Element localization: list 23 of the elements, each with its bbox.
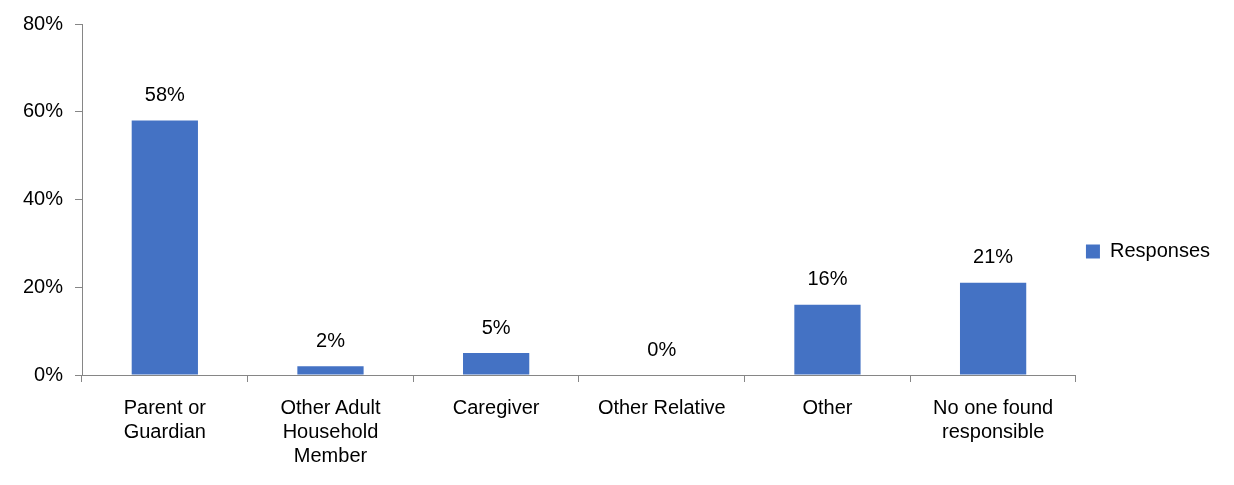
- bar: [131, 120, 198, 375]
- data-label: 16%: [807, 267, 848, 290]
- data-label: 0%: [647, 337, 677, 360]
- data-label: 5%: [481, 315, 511, 338]
- bar: [794, 304, 861, 375]
- y-tick-label: 40%: [22, 187, 64, 210]
- x-tick-label: Parent or Guardian: [123, 395, 207, 442]
- data-label: 58%: [144, 83, 186, 106]
- bar: [297, 366, 364, 375]
- x-tick-label: Other Adult Household Member: [280, 395, 381, 466]
- y-tick-label: 60%: [22, 99, 64, 122]
- bar: [463, 353, 530, 375]
- data-label: 2%: [316, 328, 346, 351]
- bar: [959, 282, 1027, 375]
- x-tick-label: Other: [802, 395, 853, 418]
- y-tick-label: 80%: [22, 11, 64, 34]
- y-tick-label: 0%: [34, 362, 64, 385]
- y-tick-label: 20%: [22, 274, 64, 297]
- x-tick-label: No one found responsible: [933, 395, 1054, 442]
- data-label: 21%: [973, 245, 1014, 268]
- x-tick-label: Caregiver: [452, 395, 540, 418]
- legend-label: Responses: [1109, 239, 1210, 262]
- x-tick-label: Other Relative: [597, 395, 726, 418]
